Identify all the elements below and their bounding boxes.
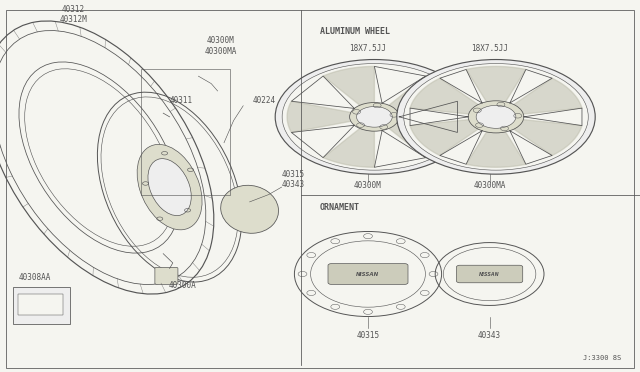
Polygon shape — [389, 121, 458, 158]
Bar — [18, 294, 63, 315]
Text: 40224: 40224 — [253, 96, 276, 105]
Ellipse shape — [221, 185, 278, 233]
Text: 40308AA: 40308AA — [19, 273, 51, 282]
Circle shape — [364, 234, 372, 239]
Text: 18X7.5JJ: 18X7.5JJ — [349, 44, 387, 53]
Text: 40300A: 40300A — [168, 281, 196, 291]
Text: NISSAN: NISSAN — [356, 272, 380, 276]
Circle shape — [404, 64, 588, 170]
Circle shape — [282, 64, 467, 170]
Circle shape — [307, 253, 316, 258]
Text: 40300M
40300MA: 40300M 40300MA — [205, 36, 237, 56]
Text: NISSAN: NISSAN — [479, 272, 500, 276]
Circle shape — [349, 103, 399, 131]
Text: 40311: 40311 — [170, 96, 193, 105]
FancyBboxPatch shape — [456, 265, 523, 283]
Circle shape — [331, 239, 340, 244]
Circle shape — [364, 309, 372, 314]
FancyBboxPatch shape — [328, 264, 408, 284]
Circle shape — [420, 253, 429, 258]
Polygon shape — [410, 78, 478, 114]
Bar — [141, 69, 230, 195]
Text: 18X7.5JJ: 18X7.5JJ — [471, 44, 508, 53]
Polygon shape — [389, 76, 458, 112]
Circle shape — [396, 239, 405, 244]
Circle shape — [420, 291, 429, 295]
Text: ALUMINUM WHEEL: ALUMINUM WHEEL — [320, 27, 390, 36]
Circle shape — [356, 106, 392, 127]
Text: 40300M: 40300M — [354, 181, 382, 190]
Circle shape — [307, 291, 316, 295]
Circle shape — [275, 60, 474, 174]
Polygon shape — [410, 120, 478, 155]
Text: 40315
40343: 40315 40343 — [282, 170, 305, 189]
Circle shape — [331, 304, 340, 310]
Ellipse shape — [148, 158, 191, 216]
Circle shape — [468, 101, 524, 133]
Polygon shape — [323, 67, 374, 105]
Ellipse shape — [137, 144, 202, 230]
Polygon shape — [323, 128, 374, 167]
Circle shape — [396, 304, 405, 310]
Circle shape — [429, 272, 438, 276]
Text: 40300MA: 40300MA — [474, 181, 506, 190]
FancyBboxPatch shape — [155, 267, 178, 284]
Polygon shape — [466, 132, 526, 167]
Text: 40312
40312M: 40312 40312M — [60, 5, 88, 25]
Polygon shape — [287, 101, 351, 132]
Circle shape — [476, 105, 516, 128]
Polygon shape — [514, 120, 582, 155]
Polygon shape — [466, 67, 526, 102]
Polygon shape — [514, 78, 582, 114]
Text: J:3300 8S: J:3300 8S — [582, 355, 621, 361]
Bar — [13, 287, 70, 324]
Circle shape — [298, 272, 307, 276]
Text: 40315: 40315 — [356, 330, 380, 340]
Text: 40343: 40343 — [478, 330, 501, 340]
Circle shape — [397, 60, 595, 174]
Text: ORNAMENT: ORNAMENT — [320, 203, 360, 212]
